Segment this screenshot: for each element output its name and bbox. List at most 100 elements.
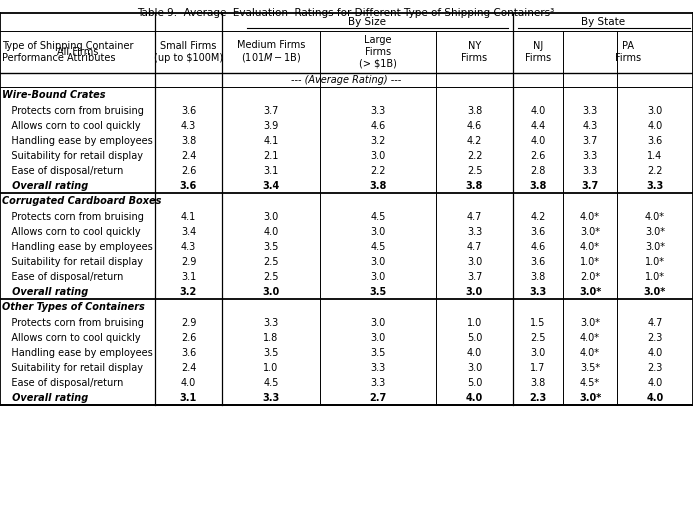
Text: 3.1: 3.1 <box>180 392 197 403</box>
Text: 3.0*: 3.0* <box>580 226 600 237</box>
Text: 4.7: 4.7 <box>467 242 482 251</box>
Text: 2.4: 2.4 <box>181 151 196 160</box>
Text: 3.0*: 3.0* <box>644 287 666 296</box>
Text: 3.7: 3.7 <box>263 105 279 115</box>
Text: 3.8: 3.8 <box>530 271 545 282</box>
Text: 2.6: 2.6 <box>181 166 196 175</box>
Text: NY
Firms: NY Firms <box>462 41 488 63</box>
Text: 1.0*: 1.0* <box>645 271 665 282</box>
Text: Other Types of Containers: Other Types of Containers <box>2 302 145 312</box>
Text: Ease of disposal/return: Ease of disposal/return <box>2 378 123 387</box>
Text: Ease of disposal/return: Ease of disposal/return <box>2 166 123 175</box>
Text: Medium Firms
($101M - $1B): Medium Firms ($101M - $1B) <box>237 39 305 64</box>
Text: 3.5: 3.5 <box>369 287 387 296</box>
Text: 3.3: 3.3 <box>263 317 279 328</box>
Text: 4.5: 4.5 <box>370 242 386 251</box>
Text: 3.5: 3.5 <box>263 242 279 251</box>
Text: 3.4: 3.4 <box>181 226 196 237</box>
Text: 3.5*: 3.5* <box>580 362 600 373</box>
Text: 4.0*: 4.0* <box>580 347 600 358</box>
Text: 3.0: 3.0 <box>263 212 279 221</box>
Text: 2.3: 2.3 <box>647 333 663 342</box>
Text: 3.0*: 3.0* <box>579 287 601 296</box>
Text: 3.0: 3.0 <box>467 257 482 267</box>
Text: 3.3: 3.3 <box>529 287 547 296</box>
Text: Suitability for retail display: Suitability for retail display <box>2 362 143 373</box>
Text: 3.0: 3.0 <box>263 287 279 296</box>
Text: 3.5: 3.5 <box>263 347 279 358</box>
Text: 2.8: 2.8 <box>530 166 545 175</box>
Text: 4.1: 4.1 <box>263 135 279 146</box>
Text: Ease of disposal/return: Ease of disposal/return <box>2 271 123 282</box>
Text: 4.2: 4.2 <box>467 135 482 146</box>
Text: 4.6: 4.6 <box>370 121 385 130</box>
Text: 3.3: 3.3 <box>582 151 597 160</box>
Text: 2.7: 2.7 <box>369 392 387 403</box>
Text: 3.6: 3.6 <box>180 180 197 191</box>
Text: 3.6: 3.6 <box>181 347 196 358</box>
Text: 3.3: 3.3 <box>370 378 385 387</box>
Text: 3.3: 3.3 <box>582 166 597 175</box>
Text: 2.3: 2.3 <box>647 362 663 373</box>
Text: Handling ease by employees: Handling ease by employees <box>2 347 152 358</box>
Text: 3.1: 3.1 <box>181 271 196 282</box>
Text: By Size: By Size <box>349 17 387 27</box>
Text: 4.0: 4.0 <box>647 121 663 130</box>
Text: 2.6: 2.6 <box>530 151 545 160</box>
Text: 1.0: 1.0 <box>467 317 482 328</box>
Text: 1.8: 1.8 <box>263 333 279 342</box>
Text: 4.3: 4.3 <box>181 242 196 251</box>
Text: 2.6: 2.6 <box>181 333 196 342</box>
Text: 5.0: 5.0 <box>467 333 482 342</box>
Text: 1.5: 1.5 <box>530 317 545 328</box>
Text: Suitability for retail display: Suitability for retail display <box>2 151 143 160</box>
Text: Table 9.  Average  Evaluation  Ratings for Different Type of Shipping Containers: Table 9. Average Evaluation Ratings for … <box>137 8 554 18</box>
Text: Overall rating: Overall rating <box>2 180 88 191</box>
Text: Corrugated Cardboard Boxes: Corrugated Cardboard Boxes <box>2 196 161 206</box>
Text: 3.0: 3.0 <box>530 347 545 358</box>
Text: 3.0: 3.0 <box>370 226 385 237</box>
Text: Wire-Bound Crates: Wire-Bound Crates <box>2 90 105 100</box>
Text: 3.2: 3.2 <box>370 135 386 146</box>
Text: 4.3: 4.3 <box>181 121 196 130</box>
Text: 4.0: 4.0 <box>647 392 664 403</box>
Text: 4.0: 4.0 <box>263 226 279 237</box>
Text: 3.3: 3.3 <box>467 226 482 237</box>
Text: 3.8: 3.8 <box>466 180 483 191</box>
Text: 4.0: 4.0 <box>466 392 483 403</box>
Text: 2.5: 2.5 <box>467 166 482 175</box>
Text: 3.9: 3.9 <box>263 121 279 130</box>
Text: 4.5*: 4.5* <box>580 378 600 387</box>
Text: Protects corn from bruising: Protects corn from bruising <box>2 317 144 328</box>
Text: 3.0: 3.0 <box>370 333 385 342</box>
Text: 4.5: 4.5 <box>263 378 279 387</box>
Text: 2.0*: 2.0* <box>580 271 600 282</box>
Text: 4.0: 4.0 <box>467 347 482 358</box>
Text: 1.4: 1.4 <box>647 151 663 160</box>
Text: 3.0*: 3.0* <box>645 242 665 251</box>
Text: Large
Firms
(> $1B): Large Firms (> $1B) <box>359 35 397 68</box>
Text: 3.4: 3.4 <box>263 180 279 191</box>
Text: 3.0: 3.0 <box>466 287 483 296</box>
Text: 3.8: 3.8 <box>369 180 387 191</box>
Text: 1.0: 1.0 <box>263 362 279 373</box>
Text: 4.0: 4.0 <box>647 378 663 387</box>
Text: Handling ease by employees: Handling ease by employees <box>2 135 152 146</box>
Text: 3.1: 3.1 <box>263 166 279 175</box>
Text: 4.0*: 4.0* <box>580 212 600 221</box>
Text: 3.6: 3.6 <box>647 135 663 146</box>
Text: 4.0: 4.0 <box>647 347 663 358</box>
Text: 4.7: 4.7 <box>647 317 663 328</box>
Text: 2.1: 2.1 <box>263 151 279 160</box>
Text: Type of Shipping Container
Performance Attributes: Type of Shipping Container Performance A… <box>2 41 134 63</box>
Text: Allows corn to cool quickly: Allows corn to cool quickly <box>2 226 141 237</box>
Text: 3.3: 3.3 <box>263 392 279 403</box>
Text: Small Firms
(up to $100M): Small Firms (up to $100M) <box>154 41 223 63</box>
Text: 4.7: 4.7 <box>467 212 482 221</box>
Text: Allows corn to cool quickly: Allows corn to cool quickly <box>2 121 141 130</box>
Text: 3.8: 3.8 <box>181 135 196 146</box>
Text: Suitability for retail display: Suitability for retail display <box>2 257 143 267</box>
Text: 3.0*: 3.0* <box>579 392 601 403</box>
Text: Protects corn from bruising: Protects corn from bruising <box>2 212 144 221</box>
Text: 3.3: 3.3 <box>647 180 664 191</box>
